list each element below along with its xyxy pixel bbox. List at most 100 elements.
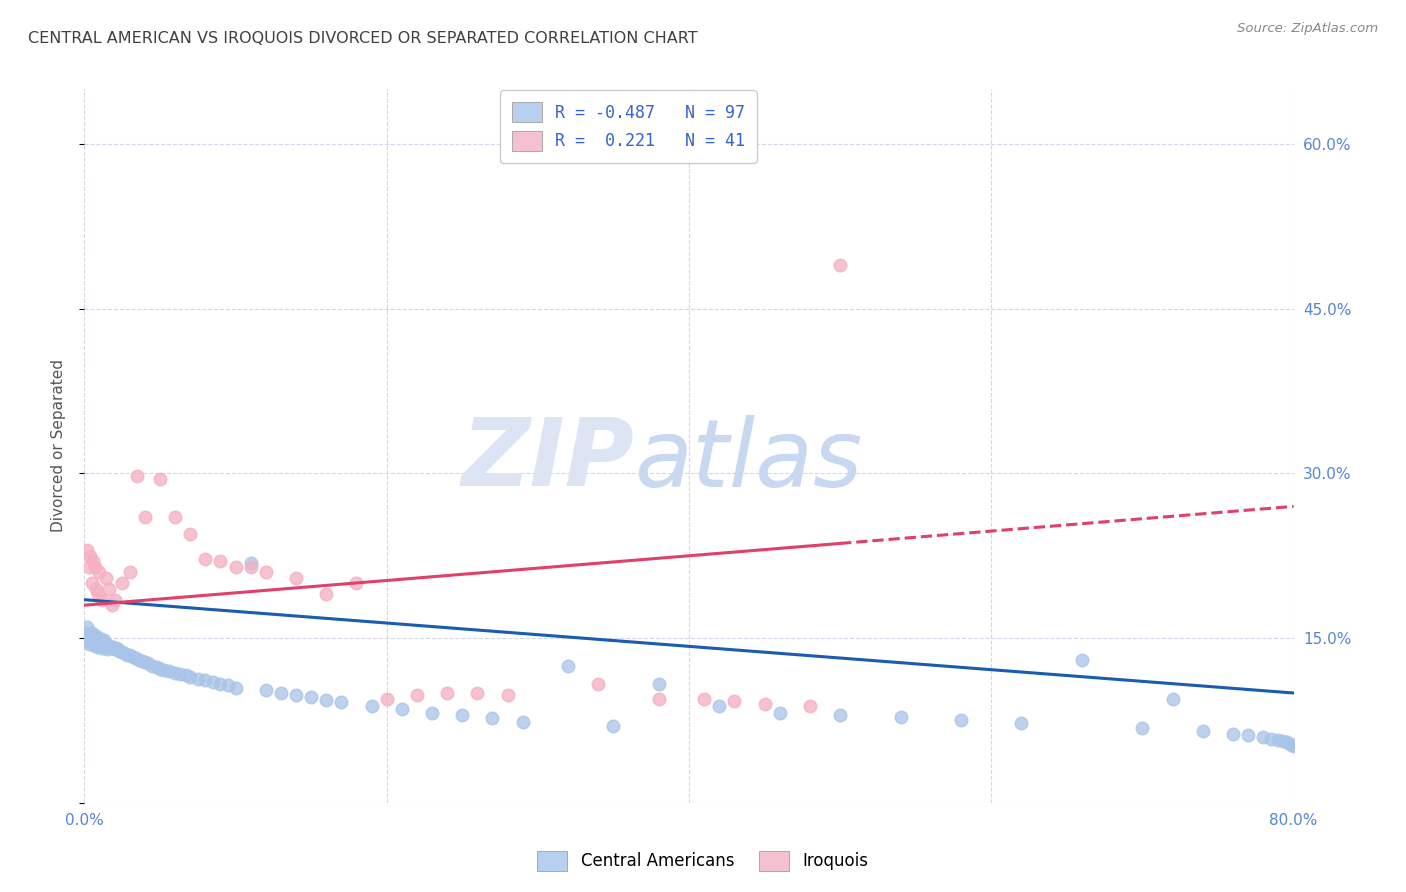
Point xyxy=(194,552,217,566)
Point xyxy=(89,637,111,651)
Point xyxy=(118,648,141,662)
Point xyxy=(93,633,115,648)
Point xyxy=(101,640,124,654)
Point xyxy=(239,559,262,574)
Point xyxy=(86,635,108,649)
Point xyxy=(557,658,579,673)
Legend: R = -0.487   N = 97, R =  0.221   N = 41: R = -0.487 N = 97, R = 0.221 N = 41 xyxy=(501,90,756,162)
Point xyxy=(75,625,97,640)
Point xyxy=(467,686,489,700)
Point xyxy=(496,688,519,702)
Point xyxy=(86,629,108,643)
Point xyxy=(270,686,292,700)
Point xyxy=(1161,691,1184,706)
Point xyxy=(82,637,104,651)
Point xyxy=(79,625,101,640)
Point xyxy=(134,655,156,669)
Point xyxy=(254,566,277,580)
Point xyxy=(105,640,128,655)
Point xyxy=(104,642,127,657)
Point xyxy=(391,702,413,716)
Point xyxy=(91,634,114,648)
Point xyxy=(77,637,100,651)
Text: CENTRAL AMERICAN VS IROQUOIS DIVORCED OR SEPARATED CORRELATION CHART: CENTRAL AMERICAN VS IROQUOIS DIVORCED OR… xyxy=(28,31,697,46)
Point xyxy=(285,688,308,702)
Point xyxy=(128,653,150,667)
Point xyxy=(111,645,134,659)
Point xyxy=(754,697,776,711)
Point xyxy=(84,631,107,645)
Point xyxy=(93,639,115,653)
Point xyxy=(201,675,224,690)
Point xyxy=(80,576,103,591)
Point xyxy=(217,678,239,692)
Point xyxy=(76,620,98,634)
Point xyxy=(98,639,121,653)
Point xyxy=(299,690,322,705)
Point xyxy=(134,510,156,524)
Point xyxy=(239,557,262,571)
Text: Source: ZipAtlas.com: Source: ZipAtlas.com xyxy=(1237,22,1378,36)
Point xyxy=(179,669,201,683)
Point xyxy=(136,657,159,671)
Point xyxy=(82,629,104,643)
Point xyxy=(360,699,382,714)
Point xyxy=(648,691,671,706)
Point xyxy=(80,625,103,640)
Point xyxy=(602,719,624,733)
Point xyxy=(94,637,117,651)
Point xyxy=(330,695,353,709)
Point xyxy=(86,582,108,596)
Point xyxy=(406,688,429,702)
Point xyxy=(82,554,104,568)
Point xyxy=(96,639,118,653)
Point xyxy=(108,644,131,658)
Point xyxy=(648,677,671,691)
Point xyxy=(512,714,534,729)
Point xyxy=(254,682,277,697)
Point xyxy=(315,587,337,601)
Point xyxy=(890,710,912,724)
Point xyxy=(693,691,716,706)
Point xyxy=(799,699,821,714)
Point xyxy=(1222,726,1244,740)
Point xyxy=(96,642,118,657)
Point xyxy=(90,639,112,653)
Point xyxy=(225,559,247,574)
Point xyxy=(118,566,141,580)
Y-axis label: Divorced or Separated: Divorced or Separated xyxy=(51,359,66,533)
Point xyxy=(149,662,172,676)
Point xyxy=(1253,730,1275,744)
Point xyxy=(76,543,98,558)
Point xyxy=(346,576,368,591)
Point xyxy=(950,714,973,728)
Point xyxy=(285,571,308,585)
Point xyxy=(107,642,129,657)
Point xyxy=(111,576,134,591)
Point xyxy=(89,631,111,645)
Point xyxy=(315,692,337,706)
Point xyxy=(209,554,232,568)
Point xyxy=(420,706,443,720)
Point xyxy=(769,706,792,720)
Point xyxy=(79,549,101,563)
Point xyxy=(89,566,111,580)
Point xyxy=(141,658,163,673)
Point xyxy=(77,559,100,574)
Point xyxy=(1277,735,1299,749)
Point xyxy=(84,559,107,574)
Point xyxy=(91,640,114,655)
Point xyxy=(1011,715,1033,730)
Point xyxy=(194,673,217,687)
Point xyxy=(1260,732,1282,747)
Point xyxy=(830,708,852,723)
Point xyxy=(97,640,120,654)
Text: ZIP: ZIP xyxy=(461,414,634,507)
Point xyxy=(436,686,458,700)
Point xyxy=(1279,737,1302,751)
Point xyxy=(91,592,114,607)
Point xyxy=(131,654,153,668)
Point xyxy=(169,667,191,681)
Point xyxy=(1281,738,1303,752)
Point xyxy=(87,587,110,601)
